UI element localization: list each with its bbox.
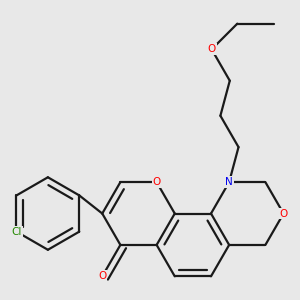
- Text: O: O: [152, 177, 161, 187]
- Text: O: O: [208, 44, 216, 54]
- Text: O: O: [98, 271, 106, 281]
- Text: Cl: Cl: [11, 227, 22, 237]
- Text: O: O: [279, 208, 288, 218]
- Text: N: N: [225, 177, 233, 187]
